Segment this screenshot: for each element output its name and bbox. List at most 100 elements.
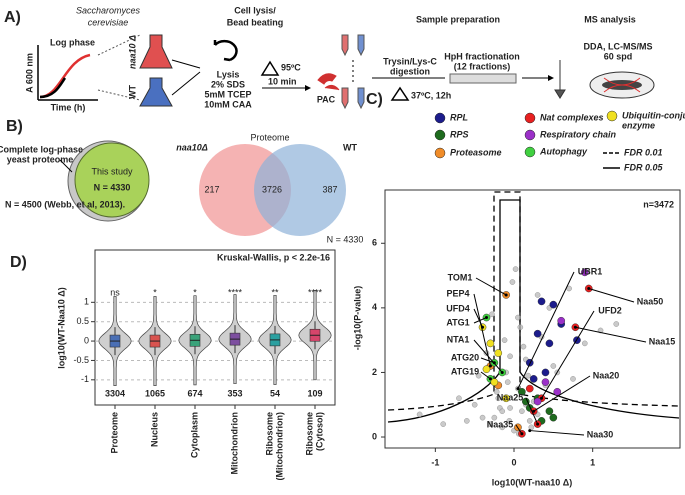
point-label: TOM1 <box>448 272 473 282</box>
panel-label: B) <box>6 118 23 135</box>
lysis-buffer: 2% SDS <box>211 79 245 89</box>
venn-label: naa10Δ <box>176 142 208 152</box>
y-tick-label: 6 <box>372 238 377 248</box>
x-tick-label: Proteome <box>109 412 119 454</box>
significance: * <box>193 287 197 297</box>
significance: ns <box>110 287 120 297</box>
background-point <box>525 372 531 379</box>
labeled-point <box>488 377 492 381</box>
heat: 10 min <box>268 76 297 86</box>
point <box>537 297 546 306</box>
point-label: PEP4 <box>446 288 469 298</box>
y-tick-label: -1 <box>81 374 89 384</box>
significance: **** <box>228 287 243 297</box>
heat-icon <box>260 60 280 76</box>
leader-line <box>480 371 491 380</box>
venn-count: 3726 <box>262 184 282 194</box>
pac: PAC <box>317 94 336 104</box>
significance: **** <box>308 287 323 297</box>
study: This study <box>91 166 133 176</box>
arrowhead <box>305 85 311 91</box>
y-tick-label: -0.5 <box>73 355 89 365</box>
organism: cerevisiae <box>88 17 129 27</box>
cycle-icon <box>213 39 238 62</box>
significance: ** <box>271 287 279 297</box>
panel-a: A) Saccharomyces cerevisiae Log phase A … <box>4 5 655 112</box>
venn-count: 217 <box>204 184 219 194</box>
labeled-point <box>536 422 540 426</box>
digestion: Trysin/Lys-C <box>383 56 437 66</box>
point <box>525 358 534 367</box>
background-point <box>471 401 478 408</box>
point-label: Naa15 <box>649 336 676 346</box>
point <box>545 407 554 415</box>
point <box>490 378 499 386</box>
background-point <box>528 424 535 431</box>
digestion-condition: 37ºC, 12h <box>411 90 451 100</box>
background-point <box>517 324 524 331</box>
point <box>541 378 550 386</box>
digestion: digestion <box>390 66 430 76</box>
arrowhead <box>548 75 554 81</box>
reference: Complete log-phase <box>0 144 83 154</box>
labeled-point <box>488 364 492 368</box>
y-axis-label: A 600 nm <box>24 53 34 93</box>
y-tick-label: 0 <box>372 431 377 441</box>
study-n: N = 4330 <box>94 182 131 192</box>
x-tick-label: Cytoplasm <box>189 412 199 458</box>
tube <box>341 87 349 110</box>
leader-line <box>480 357 495 364</box>
legend-label: Ubiquitin-conjugating <box>622 110 685 120</box>
labeled-point <box>481 325 485 329</box>
y-axis-label: -log10(P-value) <box>352 286 362 351</box>
point <box>482 365 491 374</box>
step-title: Bead beating <box>227 17 284 27</box>
arrow <box>171 59 201 69</box>
x-axis-label: log10(WT-naa10 Δ) <box>492 477 572 487</box>
legend-label: FDR 0.01 <box>624 147 663 157</box>
panel-label: A) <box>4 9 21 26</box>
phase: Log phase <box>50 37 95 47</box>
count: 1065 <box>145 388 165 398</box>
fractionation: (12 fractions) <box>454 61 511 71</box>
heat: 95ºC <box>281 62 301 72</box>
background-point <box>504 379 511 385</box>
fdr-001-line <box>387 191 680 411</box>
legend-label: enzyme <box>622 120 655 130</box>
leader-line <box>541 310 595 399</box>
labeled-point <box>532 409 536 413</box>
background-point <box>512 266 519 272</box>
x-tick-label: Ribosome <box>264 412 274 456</box>
point <box>553 388 562 396</box>
background-point <box>550 363 557 369</box>
x-tick-label: Nucleus <box>149 412 159 447</box>
lysis-buffer: 10mM CAA <box>204 99 252 109</box>
legend-label: Autophagy <box>539 146 588 156</box>
point <box>494 349 503 357</box>
background-point <box>506 418 513 424</box>
background-point <box>520 343 527 350</box>
legend-label: Proteasome <box>450 147 502 157</box>
labeled-point <box>528 429 532 433</box>
background-point <box>493 389 500 395</box>
leader-line <box>475 277 507 296</box>
point <box>486 339 495 348</box>
point-label: ATG1 <box>446 317 469 327</box>
point-label: UFD4 <box>446 303 470 313</box>
background-point <box>416 411 423 418</box>
venn-count: 387 <box>322 184 337 194</box>
background-point <box>495 395 502 402</box>
background-point <box>456 395 462 402</box>
point-label: ATG19 <box>451 366 479 376</box>
background-point <box>613 321 620 327</box>
point-label: NTA1 <box>447 334 470 344</box>
point <box>533 329 542 338</box>
background-point <box>526 418 533 424</box>
labeled-point <box>504 293 508 297</box>
fdr-005-line <box>387 199 680 423</box>
point-label: Naa35 <box>487 419 514 429</box>
background-point <box>464 418 470 424</box>
point-label: Naa25 <box>497 392 524 402</box>
labeled-point <box>500 370 504 374</box>
